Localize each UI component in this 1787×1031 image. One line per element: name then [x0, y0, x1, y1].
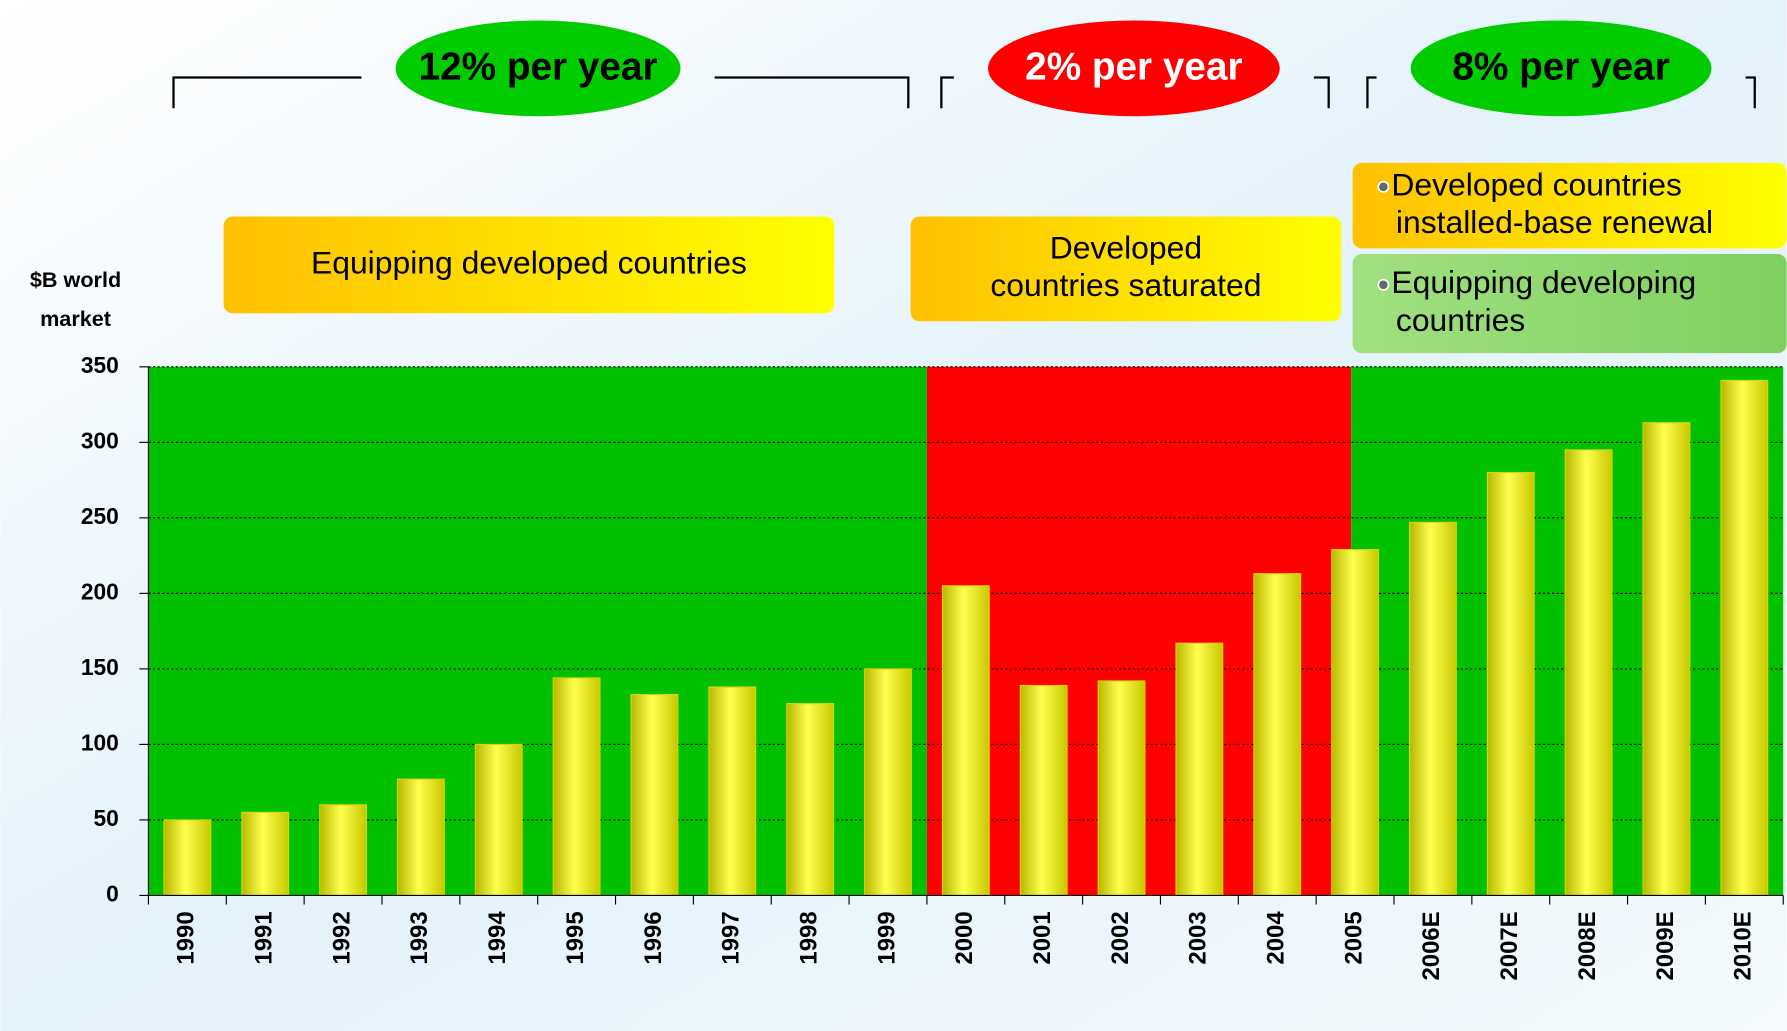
x-tick-label: 1996	[640, 911, 667, 964]
x-tick-label: 1999	[873, 911, 900, 964]
x-tick-label: 1995	[562, 911, 589, 964]
bar	[1175, 642, 1224, 897]
y-tick-label: 100	[81, 729, 119, 755]
y-tick-label: 300	[81, 427, 119, 453]
note-box	[1352, 254, 1787, 354]
note-text: countries saturated	[990, 267, 1261, 303]
bracket	[1366, 76, 1756, 109]
bar	[319, 804, 367, 897]
note-box	[1352, 162, 1787, 249]
bar	[1097, 680, 1146, 897]
y-tick-label: 200	[81, 578, 119, 604]
note-box	[223, 216, 835, 314]
rate-label: 12% per year	[419, 46, 658, 89]
y-tick-label: 350	[81, 352, 119, 378]
bar	[1409, 521, 1457, 897]
bar	[396, 778, 445, 897]
x-tick-label: 1990	[173, 911, 200, 964]
bar	[1642, 422, 1691, 897]
bullet	[1377, 180, 1390, 193]
rate-ellipse	[1410, 20, 1712, 117]
y-axis-label: market	[40, 306, 111, 331]
rate-label: 2% per year	[1025, 46, 1242, 89]
x-tick-label: 2004	[1263, 911, 1290, 965]
x-tick-label: 2003	[1185, 911, 1212, 964]
x-tick-label: 1997	[718, 911, 745, 964]
y-tick-label: 50	[93, 805, 118, 831]
note-text: countries	[1396, 302, 1525, 338]
note-text: Equipping developing	[1391, 264, 1696, 300]
x-tick-label: 1998	[795, 911, 822, 964]
y-tick-label: 250	[81, 503, 119, 529]
x-tick-label: 2005	[1340, 911, 1367, 964]
bracket	[172, 76, 910, 109]
bullet	[1377, 278, 1390, 291]
bracket	[940, 76, 1330, 109]
bar	[1486, 471, 1535, 897]
x-tick-label: 2001	[1029, 911, 1056, 964]
x-tick-label: 1994	[484, 911, 511, 965]
bar	[474, 743, 523, 897]
x-tick-label: 2006E	[1418, 911, 1445, 980]
bar	[163, 819, 212, 897]
x-tick-label: 2000	[951, 911, 978, 964]
rate-label: 8% per year	[1452, 46, 1669, 89]
bar	[241, 811, 290, 897]
note-text: Developed countries	[1391, 166, 1682, 202]
bar	[1564, 449, 1613, 897]
bar	[552, 677, 601, 897]
bar	[786, 703, 835, 897]
rate-ellipse	[395, 20, 681, 117]
x-tick-label: 2008E	[1574, 911, 1601, 980]
note-text: installed-base renewal	[1396, 204, 1713, 240]
bar	[708, 686, 757, 897]
x-tick-label: 1991	[251, 911, 278, 964]
y-tick-label: 0	[106, 880, 119, 906]
y-tick-label: 150	[81, 654, 119, 680]
y-axis-label: $B world	[30, 267, 121, 292]
x-tick-label: 1992	[328, 911, 355, 964]
x-tick-label: 2009E	[1652, 911, 1679, 980]
x-tick-label: 2010E	[1730, 911, 1757, 980]
bar	[630, 693, 679, 897]
x-tick-label: 2002	[1107, 911, 1134, 964]
rate-ellipse	[988, 20, 1280, 117]
x-tick-label: 1993	[406, 911, 433, 964]
bar	[864, 668, 912, 897]
note-text: Developed	[1050, 229, 1202, 265]
x-tick-label: 2007E	[1496, 911, 1523, 980]
bar	[941, 585, 990, 897]
note-text: Equipping developed countries	[311, 244, 747, 280]
bar	[1019, 684, 1068, 897]
bar	[1253, 573, 1302, 897]
bar	[1331, 549, 1380, 897]
bar	[1720, 379, 1769, 897]
note-box	[910, 216, 1342, 322]
